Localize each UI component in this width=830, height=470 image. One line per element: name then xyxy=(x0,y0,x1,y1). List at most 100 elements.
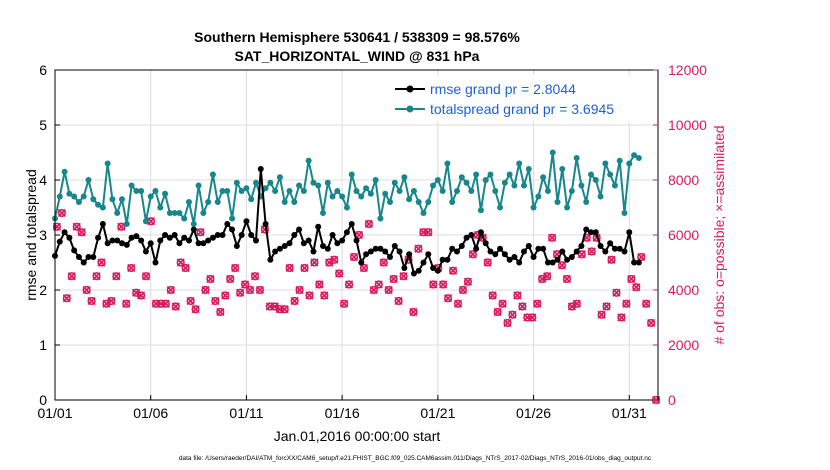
rmse-point xyxy=(597,243,604,249)
obs-possible-circle xyxy=(577,250,586,259)
obs-assimilated-cross xyxy=(493,307,502,317)
obs-marker xyxy=(384,285,393,295)
totalspread-point xyxy=(635,155,642,161)
obs-assimilated-cross xyxy=(389,274,398,284)
totalspread-point xyxy=(238,188,245,194)
rmse-point xyxy=(516,259,523,266)
obs-assimilated-cross xyxy=(364,219,373,229)
obs-possible-circle xyxy=(557,261,567,270)
totalspread-point xyxy=(128,182,135,189)
rmse-point xyxy=(324,245,331,252)
totalspread-point xyxy=(602,160,609,167)
obs-possible-circle xyxy=(444,294,453,303)
left-y-tick-label: 4 xyxy=(39,172,47,188)
obs-possible-circle xyxy=(498,299,507,308)
totalspread-point xyxy=(425,199,432,205)
obs-possible-circle xyxy=(305,291,314,300)
rmse-point xyxy=(611,245,618,252)
rmse-point xyxy=(439,256,446,263)
obs-possible-circle xyxy=(255,285,265,295)
obs-possible-circle xyxy=(52,222,62,231)
obs-marker xyxy=(344,280,354,289)
rmse-point xyxy=(521,248,527,255)
rmse-point xyxy=(387,254,393,260)
totalspread-point xyxy=(578,182,585,189)
legend-box xyxy=(387,75,655,122)
obs-assimilated-cross xyxy=(528,313,537,322)
rmse-point xyxy=(573,248,580,255)
obs-possible-circle xyxy=(384,285,393,295)
obs-marker xyxy=(236,288,245,297)
obs-possible-circle xyxy=(349,252,359,262)
x-tick-label: 01/01 xyxy=(37,405,72,421)
obs-possible-circle xyxy=(632,283,641,292)
totalspread-point xyxy=(621,210,628,216)
rmse-point xyxy=(305,237,312,244)
totalspread-point xyxy=(597,193,604,200)
totalspread-point xyxy=(391,179,398,186)
rmse-point xyxy=(272,248,279,255)
obs-assimilated-cross xyxy=(221,291,230,300)
obs-assimilated-cross xyxy=(548,233,557,242)
rmse-point xyxy=(602,248,609,255)
obs-assimilated-cross xyxy=(424,228,433,237)
obs-assimilated-cross xyxy=(349,252,359,262)
obs-possible-circle xyxy=(290,296,299,306)
obs-assimilated-cross xyxy=(468,250,477,259)
legend-totalspread-marker xyxy=(406,105,414,113)
obs-possible-circle xyxy=(330,255,339,264)
rmse-point xyxy=(286,240,293,247)
obs-possible-circle xyxy=(562,274,572,284)
totalspread-point xyxy=(147,193,154,200)
obs-possible-circle xyxy=(156,299,166,308)
totalspread-point xyxy=(525,166,532,172)
obs-possible-circle xyxy=(112,272,121,281)
totalspread-point xyxy=(573,155,580,161)
totalspread-point xyxy=(363,185,370,192)
left-y-tick-label: 0 xyxy=(39,392,47,408)
totalspread-point xyxy=(353,188,360,194)
obs-assimilated-cross xyxy=(330,255,339,264)
obs-assimilated-cross xyxy=(503,318,512,328)
data-file-footnote: data file: /Users/raeder/DAI/ATM_forcXX/… xyxy=(179,455,652,462)
obs-marker xyxy=(136,291,146,300)
obs-possible-circle xyxy=(280,305,289,314)
totalspread-point xyxy=(348,171,355,178)
obs-marker xyxy=(587,247,596,256)
obs-marker xyxy=(226,274,235,284)
totalspread-point xyxy=(205,199,212,205)
totalspread-point xyxy=(142,218,149,225)
obs-assimilated-cross xyxy=(295,285,304,295)
obs-possible-circle xyxy=(463,277,473,286)
rmse-point xyxy=(473,245,480,252)
obs-marker xyxy=(622,299,631,308)
obs-assimilated-cross xyxy=(117,222,126,231)
obs-possible-circle xyxy=(414,244,423,253)
rmse-point xyxy=(80,259,87,266)
totalspread-point xyxy=(549,149,556,156)
rmse-point xyxy=(549,259,556,266)
rmse-point xyxy=(564,256,571,263)
obs-marker xyxy=(295,285,304,295)
obs-marker xyxy=(310,258,319,267)
obs-possible-circle xyxy=(493,307,502,317)
totalspread-point xyxy=(535,193,542,200)
obs-marker xyxy=(315,280,324,289)
obs-assimilated-cross xyxy=(359,263,368,273)
rmse-point xyxy=(104,240,111,247)
totalspread-point xyxy=(382,190,389,197)
obs-marker xyxy=(181,263,190,273)
obs-assimilated-cross xyxy=(112,272,121,281)
rmse-point xyxy=(85,254,92,260)
totalspread-point xyxy=(387,199,393,205)
obs-possible-circle xyxy=(57,208,66,218)
totalspread-point xyxy=(592,177,599,183)
totalspread-point xyxy=(540,174,547,181)
obs-assimilated-cross xyxy=(62,294,71,303)
rmse-point xyxy=(133,233,140,240)
obs-assimilated-cross xyxy=(448,266,458,275)
totalspread-point xyxy=(138,188,145,194)
rmse-point xyxy=(358,259,365,266)
totalspread-point xyxy=(219,188,226,194)
